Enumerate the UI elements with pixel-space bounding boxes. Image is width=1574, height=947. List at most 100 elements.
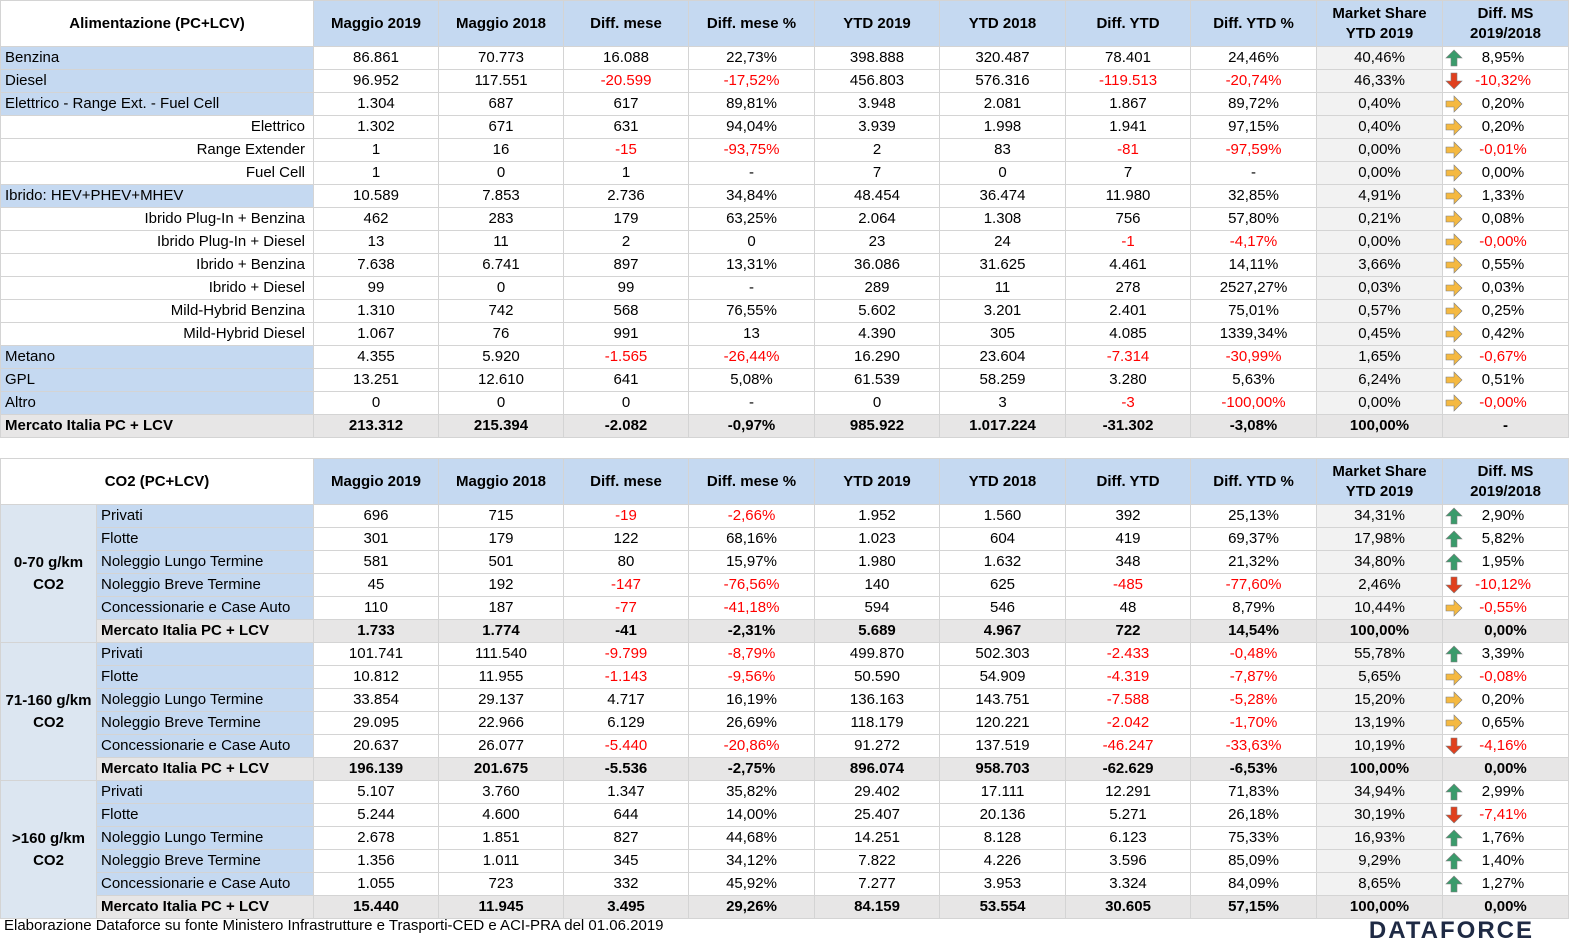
cell-value: 5.271 [1065,803,1192,827]
cell-value: 0,00% [1442,619,1570,643]
cell-value: 99 [313,276,439,300]
cell-value: 8,65% [1316,872,1444,896]
table-row: Fuel Cell 1 0 1-7 0 7-0,00% 0,00% [0,161,1569,185]
cell-value: -26,44% [688,345,815,369]
row-label: Concessionarie e Case Auto [95,872,315,896]
cell-value: 625 [939,573,1067,597]
cell-value: -17,52% [688,69,815,93]
cell-value: -1.565 [563,345,689,369]
cell-value: 100,00% [1316,619,1444,643]
cell-value: - [688,161,815,185]
row-label: Ibrido: HEV+PHEV+MHEV [0,184,314,208]
cell-diff-ms: 0,55% [1442,253,1569,277]
cell-value: 348 [1065,550,1192,574]
cell-value: 1.952 [814,504,941,528]
cell-value: 723 [438,872,565,896]
cell-value: 0,42% [1481,325,1525,342]
cell-value: 179 [438,527,565,551]
table-row: Noleggio Lungo Termine 2.678 1.851 827 44,68… [1,826,1570,850]
col-header: YTD 2019 [814,0,940,47]
arrow-right-icon [1445,302,1463,320]
cell-value: -100,00% [1190,391,1317,415]
cell-value: -9.799 [563,642,690,666]
cell-value: 0 [563,391,689,415]
row-label: Ibrido Plug-In + Benzina [0,207,314,231]
cell-value: 12.610 [438,368,564,392]
col-header: Maggio 2019 [313,0,439,47]
cell-value: 2,46% [1316,573,1444,597]
cell-value: 25,13% [1190,504,1318,528]
cell-value: 3,66% [1316,253,1443,277]
cell-value: 1.851 [438,826,565,850]
cell-value: 201.675 [438,757,565,781]
arrow-right-icon [1445,141,1463,159]
cell-value: -2,66% [688,504,816,528]
cell-value: 3.495 [563,895,690,919]
cell-diff-ms: -0,67% [1442,345,1569,369]
cell-value: 45 [313,573,440,597]
cell-value: -5,28% [1190,688,1318,712]
cell-value: 40,46% [1316,46,1443,70]
cell-value: 5,82% [1481,530,1525,547]
arrow-right-icon [1445,95,1463,113]
cell-value: 48.454 [814,184,940,208]
cell-value: 29.402 [814,780,941,804]
cell-value: 641 [563,368,689,392]
total-row: Mercato Italia PC + LCV 15.440 11.945 3.495… [1,895,1570,919]
cell-value: 0 [438,276,564,300]
cell-value: 11.955 [438,665,565,689]
cell-value: 13,31% [688,253,815,277]
row-label: Mild-Hybrid Benzina [0,299,314,323]
cell-value: 0,65% [1481,714,1525,731]
table-row: Flotte 5.244 4.600 644 14,00% 25.407 20.136 5.2… [1,803,1570,827]
cell-value: 0,25% [1481,302,1525,319]
cell-value: 398.888 [814,46,940,70]
cell-value: 14,00% [688,803,816,827]
cell-value: 5,63% [1190,368,1317,392]
col-header: Diff. mese [563,458,690,505]
cell-value: 36.086 [814,253,940,277]
cell-value: 14,54% [1190,619,1318,643]
cell-diff-ms: 0,51% [1442,368,1569,392]
table-row: Noleggio Breve Termine 29.095 22.966 6.129 2… [1,711,1570,735]
dataforce-logo: DATAFORCE [1368,917,1534,944]
cell-value: 1.023 [814,527,941,551]
cell-value: 35,82% [688,780,816,804]
row-label: Mercato Italia PC + LCV [95,619,315,643]
cell-value: 3.953 [939,872,1067,896]
cell-diff-ms: -7,41% [1442,803,1570,827]
table-row: Mild-Hybrid Diesel 1.067 76 991 13 4.390 305 4.… [0,322,1569,346]
table-row: Noleggio Breve Termine 1.356 1.011 345 34,12… [1,849,1570,873]
cell-value: 0,57% [1316,299,1443,323]
cell-value: 631 [563,115,689,139]
cell-value: 101.741 [313,642,440,666]
cell-value: 1.055 [313,872,440,896]
cell-value: 24 [939,230,1066,254]
col-header: Diff. YTD % [1190,0,1317,47]
table-row: Flotte 301 179 122 68,16% 1.023 604 419 69,37% 17… [1,527,1570,551]
cell-value: 2.064 [814,207,940,231]
table-row: Ibrido Plug-In + Benzina 462 283 179 63,25% 2… [0,207,1569,231]
cell-value: - [688,391,815,415]
cell-value: 32,85% [1190,184,1317,208]
cell-value: -20,86% [688,734,816,758]
arrow-up-icon [1445,553,1463,571]
cell-value: 9,29% [1316,849,1444,873]
cell-value: -4,17% [1190,230,1317,254]
cell-value: 568 [563,299,689,323]
cell-value: 1,27% [1481,875,1525,892]
cell-value: 320.487 [939,46,1066,70]
arrow-right-icon [1445,691,1463,709]
row-label: Noleggio Lungo Termine [95,550,315,574]
co2-group-label: 71-160 g/km CO2 [0,642,97,781]
cell-value: 15,20% [1316,688,1444,712]
cell-value: 4.226 [939,849,1067,873]
table-row: Noleggio Breve Termine 45 192 -147 -76,56% 14… [1,573,1570,597]
row-label: Benzina [0,46,314,70]
col-header: Diff. MS 2019/2018 [1442,458,1570,505]
cell-value: -15 [563,138,689,162]
cell-value: -7,41% [1479,806,1527,823]
cell-value: 1 [313,161,439,185]
co2-group-label: 0-70 g/km CO2 [0,504,97,643]
cell-value: 1.017.224 [939,414,1066,438]
